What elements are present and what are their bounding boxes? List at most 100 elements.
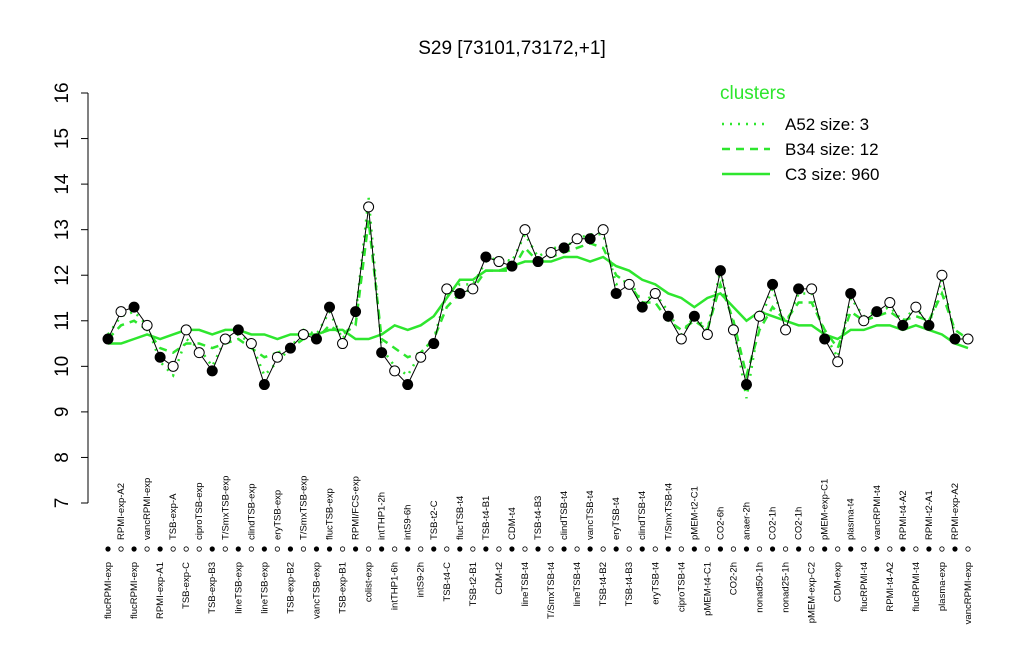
category-label: plasma-t4 (846, 498, 857, 540)
category-label: CO2-1h (768, 507, 779, 540)
category-label: intTHP1-2h (377, 492, 388, 540)
point (115, 306, 127, 318)
rug-dot (131, 546, 137, 552)
legend-label: A52 size: 3 (785, 115, 869, 134)
rug-dot (548, 546, 554, 552)
category-label: flucRPMI-exp (103, 562, 114, 619)
rug-dot (379, 546, 385, 552)
rug-dot (900, 546, 906, 552)
rug-dot (691, 546, 697, 552)
legend-title: clusters (720, 83, 785, 104)
category-label: CDM-exp (833, 562, 844, 602)
rug-dot (561, 546, 567, 552)
category-label: plasma-exp (937, 562, 948, 611)
category-label: TSB-t2-B1 (468, 562, 479, 606)
y-tick-label: 12 (52, 265, 73, 286)
rug-dot (913, 546, 919, 552)
point (467, 283, 479, 295)
rug-dot (600, 546, 606, 552)
rug-dot (665, 546, 671, 552)
point (780, 324, 792, 336)
y-tick-label: 16 (52, 82, 73, 103)
point (232, 324, 244, 336)
rug-dot (470, 546, 476, 552)
rug-dot (392, 546, 398, 552)
point (363, 201, 375, 213)
point (662, 310, 674, 322)
rug-dot (326, 546, 333, 552)
category-label: clindTSB-t4 (559, 491, 570, 540)
rug-dot (522, 546, 528, 552)
rug-dot (835, 546, 841, 552)
point (506, 260, 518, 272)
category-label: eryTSB-t4 (650, 562, 661, 605)
rug-dot (926, 546, 932, 552)
rug-dot (483, 546, 489, 552)
category-label: ciproTSB-exp (194, 482, 205, 540)
rug-dot (887, 546, 893, 552)
point (884, 297, 896, 309)
point (219, 333, 231, 345)
category-label: RPMI-exp-A2 (950, 483, 961, 540)
rug-dot (105, 546, 111, 552)
rug-dot (952, 546, 958, 552)
category-label: pMEM-t2-C1 (689, 486, 700, 540)
rug-dot (157, 546, 163, 552)
category-label: TSB-t4-B3 (533, 496, 544, 540)
point (519, 224, 531, 236)
category-label: intS9-6h (403, 505, 414, 540)
category-label: RPMI/FCS-exp (351, 476, 362, 540)
rug-dot (287, 546, 294, 552)
point (480, 251, 492, 263)
rug-dot (743, 546, 750, 552)
category-label: T/SmxTSB-exp (220, 476, 231, 540)
point (610, 287, 622, 299)
rug-dot (313, 546, 320, 552)
rug-dot (809, 546, 815, 552)
rug-dot (652, 546, 658, 552)
point (597, 224, 609, 236)
category-label: vancRPMI-exp (963, 562, 974, 624)
rug-dot (261, 546, 267, 552)
rug-dot (822, 546, 828, 552)
category-label: clindTSB-exp (246, 484, 257, 541)
legend-label: C3 size: 960 (785, 165, 880, 184)
y-tick-label: 15 (52, 128, 73, 149)
category-label: ciproTSB-t4 (676, 562, 687, 612)
rug-dot (339, 546, 346, 552)
rug-dot (613, 546, 619, 552)
category-label: intS9-2h (416, 562, 427, 597)
category-label: lineTSB-t4 (520, 562, 531, 606)
category-label: colist-exp (364, 562, 375, 602)
point (727, 324, 739, 336)
rug-dot (352, 546, 359, 552)
y-tick-label: 8 (52, 452, 73, 463)
category-label: pMEM-t4-C1 (702, 562, 713, 616)
point (571, 233, 583, 245)
y-tick-label: 14 (52, 173, 73, 195)
point (454, 287, 466, 299)
point (193, 347, 205, 359)
rug-dot (170, 546, 176, 552)
point (128, 301, 140, 313)
y-tick-label: 10 (52, 356, 73, 377)
point (428, 338, 440, 350)
point (649, 287, 661, 299)
category-label: nonad25-1h (781, 562, 792, 613)
point (675, 333, 687, 345)
point (141, 319, 153, 331)
category-label: nonad50-1h (755, 562, 766, 613)
rug-dot (196, 546, 202, 552)
category-label: flucTSB-t4 (455, 496, 466, 540)
rug-dot (300, 546, 307, 552)
rug-dot (965, 546, 971, 552)
point (688, 310, 700, 322)
category-label: TSB-t4-C (442, 562, 453, 602)
point (532, 256, 544, 268)
rug-dot (496, 546, 502, 552)
category-label: intTHP1-6h (390, 562, 401, 610)
category-label: TSB-t4-B3 (624, 562, 635, 606)
rug-dot (248, 546, 254, 552)
